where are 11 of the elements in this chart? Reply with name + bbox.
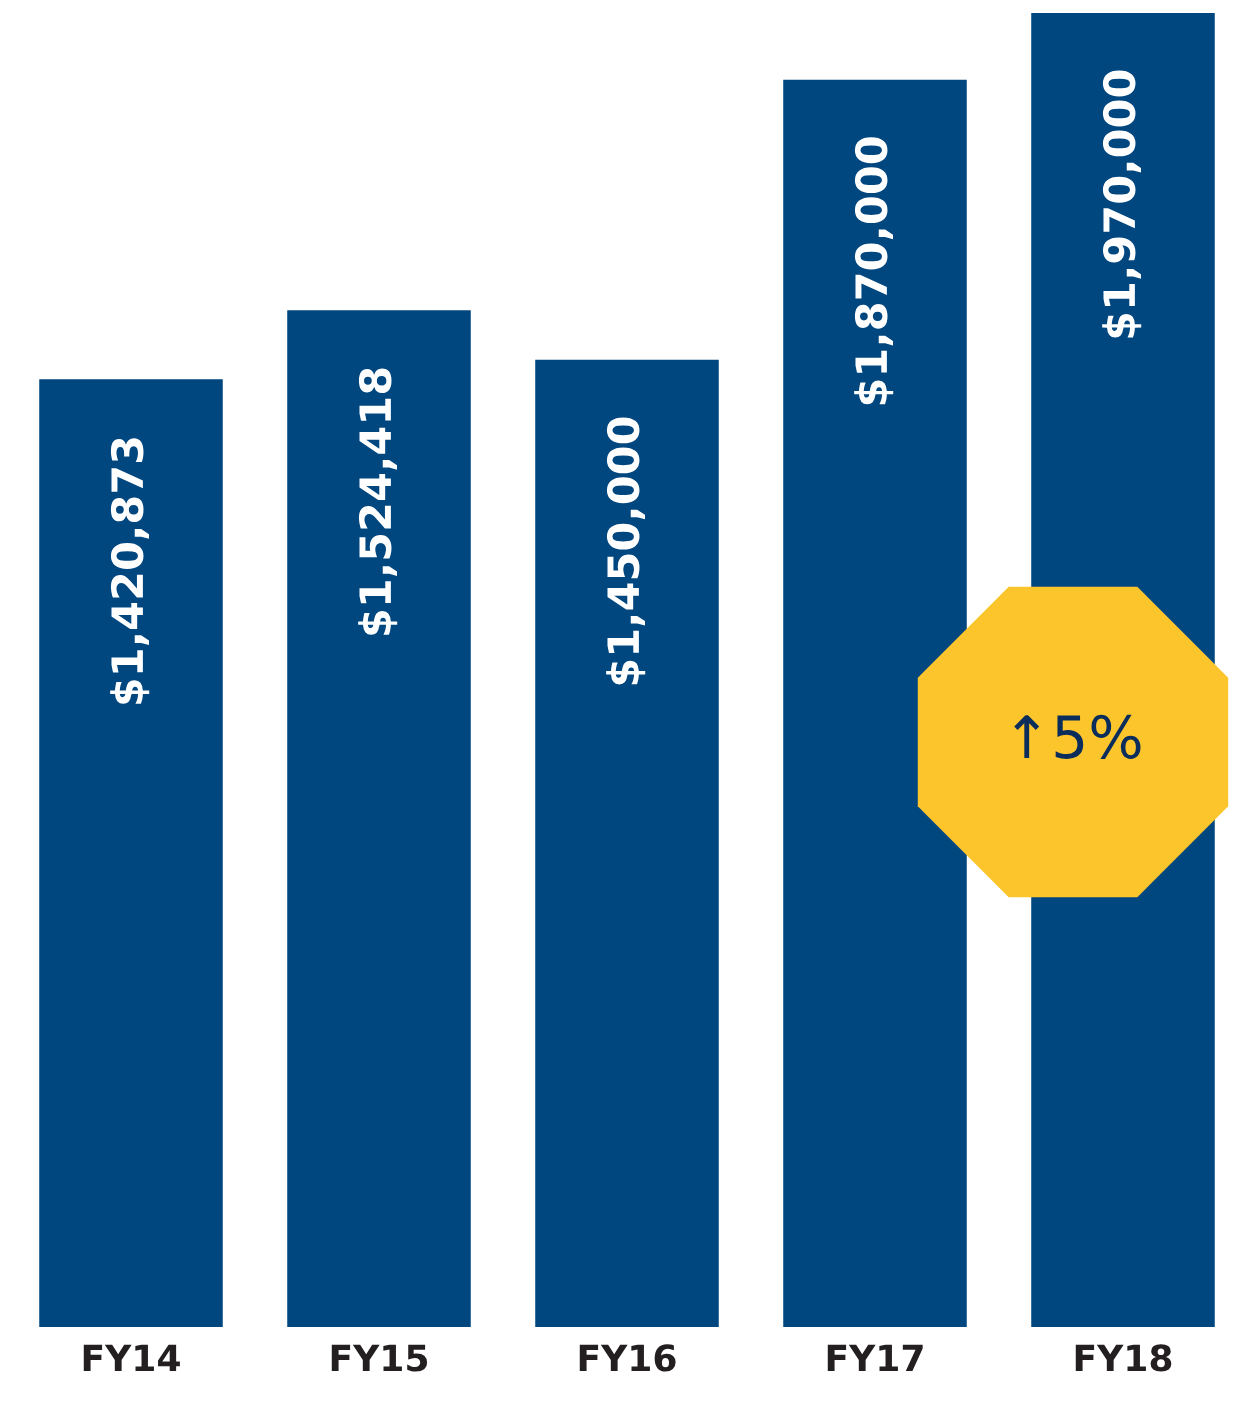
x-tick-label: FY17: [827, 1344, 923, 1372]
data-label: $1,970,000: [1102, 70, 1142, 338]
x-tick-label: FY14: [83, 1344, 180, 1372]
data-label: $1,450,000: [606, 417, 646, 685]
annotation: ↑5%: [1014, 714, 1141, 759]
data-label: $1,420,873: [110, 438, 150, 704]
x-tick-label: FY18: [1075, 1344, 1172, 1372]
data-label: $1,870,000: [854, 137, 894, 405]
x-tick-label: FY15: [331, 1344, 428, 1372]
data-label: $1,524,418: [358, 368, 398, 635]
x-tick-label: FY16: [579, 1344, 676, 1372]
